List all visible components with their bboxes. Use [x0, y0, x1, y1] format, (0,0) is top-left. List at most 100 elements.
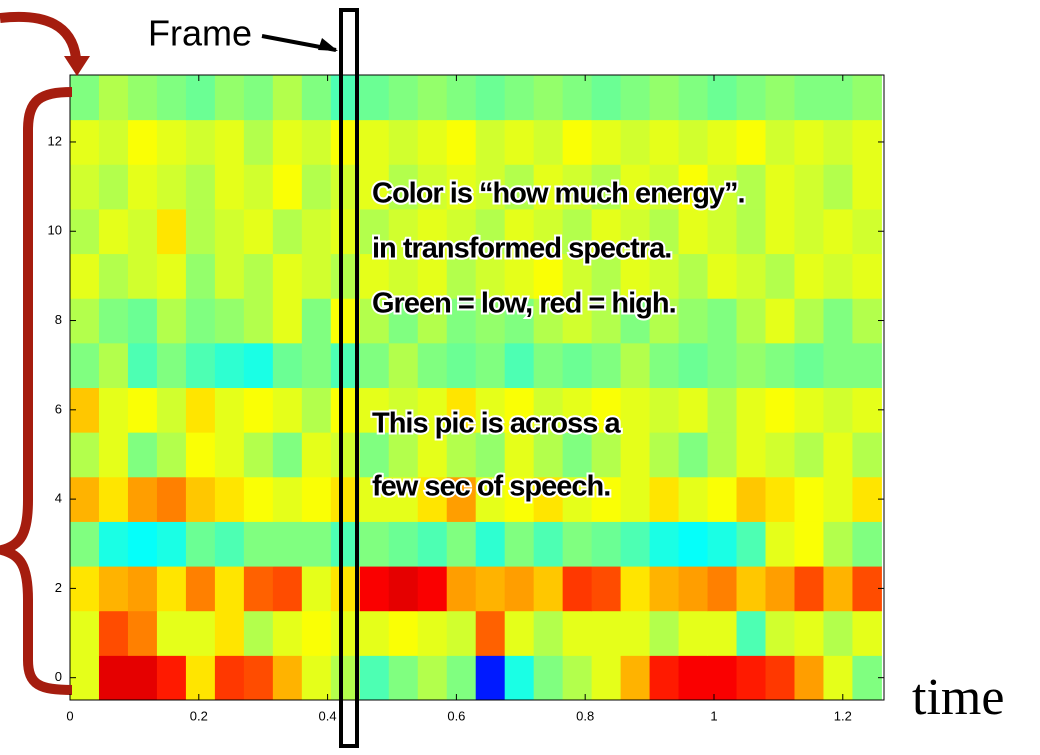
heatmap-cell — [476, 521, 505, 566]
heatmap-cell — [273, 611, 302, 656]
heatmap-cell — [418, 566, 447, 611]
heatmap-cell — [186, 655, 215, 700]
heatmap-cell — [476, 75, 505, 120]
heatmap-cell — [823, 566, 852, 611]
heatmap-cell — [128, 343, 157, 388]
heatmap-cell — [99, 120, 128, 165]
heatmap-cell — [273, 120, 302, 165]
heatmap-cell — [476, 120, 505, 165]
heatmap-cell — [273, 254, 302, 299]
heatmap-cell — [621, 120, 650, 165]
heatmap-cell — [157, 75, 186, 120]
heatmap-cell — [534, 75, 563, 120]
heatmap-cell — [244, 209, 273, 254]
y-tick-label: 0 — [55, 669, 62, 684]
y-tick-label: 6 — [55, 401, 62, 416]
heatmap-cell — [852, 120, 881, 165]
heatmap-cell — [389, 566, 418, 611]
heatmap-cell — [302, 75, 331, 120]
heatmap-cell — [852, 298, 881, 343]
heatmap-cell — [737, 432, 766, 477]
heatmap-cell — [679, 655, 708, 700]
heatmap-cell — [852, 164, 881, 209]
heatmap-cell — [505, 655, 534, 700]
heatmap-cell — [766, 521, 795, 566]
heatmap-cell — [534, 566, 563, 611]
heatmap-cell — [302, 254, 331, 299]
heatmap-cell — [852, 254, 881, 299]
heatmap-cell — [852, 432, 881, 477]
heatmap-cell — [128, 432, 157, 477]
heatmap-cell — [766, 432, 795, 477]
heatmap-cell — [592, 655, 621, 700]
heatmap-cell — [128, 611, 157, 656]
heatmap-cell — [708, 611, 737, 656]
heatmap-cell — [273, 298, 302, 343]
heatmap-cell — [823, 432, 852, 477]
heatmap-cell — [186, 432, 215, 477]
heatmap-cell — [215, 343, 244, 388]
x-tick-label: 0 — [66, 708, 73, 723]
heatmap-cell — [128, 254, 157, 299]
annotation: few sec of speech. — [372, 471, 610, 503]
heatmap-cell — [737, 611, 766, 656]
heatmap-cell — [302, 611, 331, 656]
heatmap-cell — [360, 521, 389, 566]
heatmap-cell — [650, 521, 679, 566]
heatmap-cell — [534, 120, 563, 165]
heatmap-cell — [794, 477, 823, 522]
heatmap-cell — [389, 521, 418, 566]
heatmap-cell — [70, 164, 99, 209]
y-tick-label: 12 — [48, 133, 62, 148]
heatmap-cell — [592, 75, 621, 120]
heatmap-cell — [737, 120, 766, 165]
heatmap-cell — [794, 120, 823, 165]
y-tick-label: 4 — [55, 491, 62, 506]
heatmap-cell — [823, 209, 852, 254]
heatmap-cell — [418, 521, 447, 566]
heatmap-cell — [621, 388, 650, 433]
heatmap-cell — [302, 209, 331, 254]
heatmap-cell — [621, 432, 650, 477]
heatmap-cell — [389, 120, 418, 165]
heatmap-cell — [708, 254, 737, 299]
heatmap-cell — [708, 120, 737, 165]
heatmap-cell — [273, 343, 302, 388]
curved-arrow-head — [64, 56, 90, 76]
heatmap-cell — [621, 611, 650, 656]
heatmap-cell — [823, 477, 852, 522]
heatmap-cell — [418, 343, 447, 388]
heatmap-cell — [273, 75, 302, 120]
heatmap-cell — [708, 388, 737, 433]
heatmap-cell — [766, 254, 795, 299]
heatmap-cell — [157, 655, 186, 700]
heatmap-cell — [389, 343, 418, 388]
heatmap-cell — [592, 521, 621, 566]
heatmap-cell — [708, 298, 737, 343]
heatmap-cell — [794, 432, 823, 477]
x-tick-label: 1 — [710, 708, 717, 723]
heatmap-cell — [273, 209, 302, 254]
x-tick-label: 0.6 — [447, 708, 465, 723]
heatmap-cell — [592, 120, 621, 165]
heatmap-cell — [186, 298, 215, 343]
heatmap-cell — [273, 566, 302, 611]
heatmap-cell — [244, 388, 273, 433]
heatmap-cell — [389, 75, 418, 120]
heatmap-cell — [823, 120, 852, 165]
heatmap-cell — [128, 521, 157, 566]
heatmap-cell — [852, 611, 881, 656]
heatmap-cell — [708, 566, 737, 611]
heatmap-cell — [737, 343, 766, 388]
heatmap-cell — [534, 343, 563, 388]
heatmap-cell — [447, 655, 476, 700]
heatmap-cell — [99, 477, 128, 522]
annotation: in transformed spectra. — [372, 233, 671, 265]
heatmap-cell — [852, 388, 881, 433]
heatmap-cell — [823, 164, 852, 209]
heatmap-cell — [389, 611, 418, 656]
heatmap-cell — [823, 254, 852, 299]
heatmap-cell — [447, 521, 476, 566]
heatmap-cell — [766, 388, 795, 433]
heatmap-cell — [157, 477, 186, 522]
